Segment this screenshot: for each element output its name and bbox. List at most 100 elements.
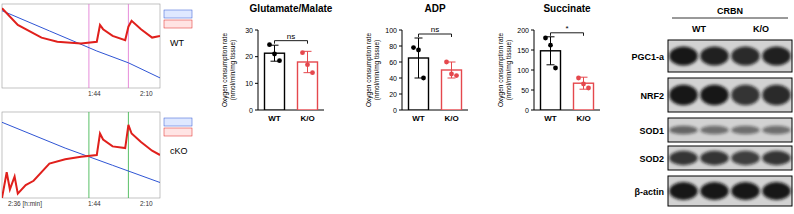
data-point bbox=[543, 36, 548, 41]
significance-label: ns bbox=[287, 32, 295, 41]
blot-band bbox=[731, 151, 760, 165]
row-label: SOD1 bbox=[639, 126, 664, 136]
y-axis-label: Oxygen consumption rate(nmol/min/mg tiss… bbox=[497, 33, 513, 107]
trace-flux bbox=[2, 8, 160, 43]
significance-label: ns bbox=[431, 25, 439, 34]
blot-band bbox=[731, 46, 760, 65]
row-label: PGC1-a bbox=[631, 52, 665, 62]
event-marker bbox=[128, 4, 129, 88]
y-tick-label: 50 bbox=[521, 87, 529, 94]
y-label-line: (nmol/min/mg tissue) bbox=[373, 40, 381, 100]
blot-band bbox=[700, 46, 729, 65]
data-point bbox=[272, 52, 277, 57]
x-tick-label: WT bbox=[412, 114, 425, 123]
legend-box bbox=[164, 128, 192, 136]
y-label-line: (nmol/min/mg tissue) bbox=[505, 40, 513, 100]
trace-panel: WT1:442:10 bbox=[2, 4, 192, 97]
y-tick-label: 200 bbox=[517, 27, 529, 34]
blot-strip bbox=[668, 40, 792, 72]
blot-strip bbox=[668, 118, 792, 142]
error-bar bbox=[415, 38, 423, 78]
blot-strip bbox=[668, 146, 792, 170]
trace-flux bbox=[2, 125, 160, 198]
y-tick-label: 10 bbox=[245, 80, 253, 87]
bar-marks bbox=[409, 38, 462, 110]
bar-chart: Glutamate/MalateOxygen consumption rate(… bbox=[221, 3, 333, 123]
data-point bbox=[553, 66, 558, 71]
error-bar bbox=[304, 51, 312, 72]
data-point bbox=[277, 58, 282, 63]
x-tick-label: WT bbox=[544, 114, 557, 123]
data-point bbox=[444, 60, 449, 65]
trace-frame bbox=[2, 4, 160, 88]
blot-band bbox=[700, 151, 729, 165]
error-cap bbox=[304, 51, 312, 52]
y-label-line: (nmol/min/mg tissue) bbox=[229, 40, 237, 100]
y-tick bbox=[255, 110, 258, 111]
x-tick-label: K/O bbox=[300, 114, 314, 123]
time-label: 2:36 [h:min] bbox=[8, 200, 42, 208]
data-point bbox=[576, 76, 581, 81]
y-tick-label: 20 bbox=[245, 53, 253, 60]
data-point bbox=[454, 73, 459, 78]
x-tick-label: WT bbox=[268, 114, 281, 123]
panel-label: cKO bbox=[170, 146, 188, 156]
y-tick bbox=[531, 90, 534, 91]
y-tick-label: 100 bbox=[517, 67, 529, 74]
data-point bbox=[586, 86, 591, 91]
data-point bbox=[548, 43, 553, 48]
blot-strip bbox=[668, 78, 792, 112]
x-tick-label: K/O bbox=[444, 114, 458, 123]
y-axis bbox=[258, 30, 259, 110]
y-tick-label: 60 bbox=[389, 59, 397, 66]
data-point bbox=[416, 48, 421, 53]
y-tick bbox=[399, 94, 402, 95]
row-label: SOD2 bbox=[639, 154, 664, 164]
bar bbox=[442, 70, 462, 110]
data-point bbox=[310, 70, 315, 75]
blot-band bbox=[669, 126, 698, 135]
error-bar bbox=[271, 45, 279, 61]
trace-lines bbox=[2, 122, 160, 198]
bar bbox=[265, 53, 285, 110]
blot-band bbox=[700, 126, 729, 135]
blot-band bbox=[762, 46, 791, 65]
legend-box bbox=[164, 118, 192, 126]
group-label: K/O bbox=[753, 24, 769, 34]
blot-band bbox=[762, 85, 791, 105]
time-label: 1:44 bbox=[88, 90, 101, 97]
y-tick bbox=[531, 70, 534, 71]
y-axis-label: Oxygen consumption rate(nmol/min/mg tiss… bbox=[365, 33, 381, 107]
y-tick bbox=[531, 110, 534, 111]
data-point bbox=[305, 62, 310, 67]
blot-band bbox=[669, 151, 698, 165]
trace-panel: cKO2:36 [h:min]1:442:10 bbox=[2, 112, 192, 208]
x-tick-label: K/O bbox=[576, 114, 590, 123]
y-tick-label: 30 bbox=[245, 27, 253, 34]
title-rule bbox=[672, 18, 788, 19]
blot-band bbox=[700, 85, 729, 105]
blot-band bbox=[669, 85, 698, 105]
y-tick-label: 0 bbox=[393, 107, 397, 114]
legend-box bbox=[164, 10, 192, 18]
bar-chart: ADPOxygen consumption rate(nmol/min/mg t… bbox=[365, 3, 468, 123]
data-point bbox=[411, 45, 416, 50]
trace-o2 bbox=[2, 122, 160, 182]
y-tick bbox=[399, 62, 402, 63]
error-bar bbox=[547, 37, 555, 65]
blot-band bbox=[731, 182, 760, 200]
error-cap bbox=[415, 38, 423, 39]
blot-title: CRBN bbox=[717, 6, 743, 16]
y-tick bbox=[255, 56, 258, 57]
error-cap bbox=[547, 64, 555, 65]
blot-band bbox=[762, 182, 791, 200]
time-label: 2:10 bbox=[140, 200, 153, 207]
significance-bracket bbox=[551, 33, 584, 36]
y-tick bbox=[399, 78, 402, 79]
y-tick-label: 40 bbox=[389, 75, 397, 82]
error-stem bbox=[307, 51, 308, 72]
y-tick-label: 150 bbox=[517, 47, 529, 54]
y-tick bbox=[531, 30, 534, 31]
y-axis-label: Oxygen consumption rate(nmol/min/mg tiss… bbox=[221, 33, 237, 107]
figure: WT1:442:10 cKO 2:36 [h:min] 1:44 2:10 Glutama… bbox=[0, 0, 794, 214]
